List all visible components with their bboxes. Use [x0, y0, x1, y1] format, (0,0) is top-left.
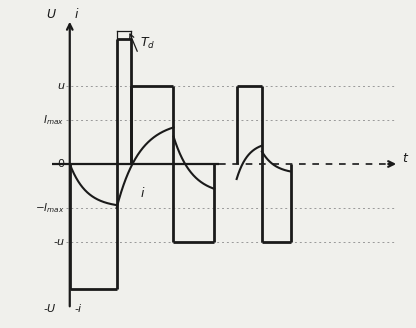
- Text: $T_d$: $T_d$: [140, 36, 155, 51]
- Text: t: t: [402, 153, 406, 166]
- Text: U: U: [46, 9, 55, 21]
- Text: $-I_{max}$: $-I_{max}$: [35, 201, 64, 215]
- Text: -U: -U: [43, 304, 55, 314]
- Text: -i: -i: [74, 304, 82, 314]
- Text: i: i: [140, 187, 144, 199]
- Text: u: u: [57, 81, 64, 92]
- Text: 0: 0: [57, 159, 64, 169]
- Text: $I_{max}$: $I_{max}$: [43, 113, 64, 127]
- Text: i: i: [74, 9, 78, 21]
- Text: -u: -u: [53, 236, 64, 247]
